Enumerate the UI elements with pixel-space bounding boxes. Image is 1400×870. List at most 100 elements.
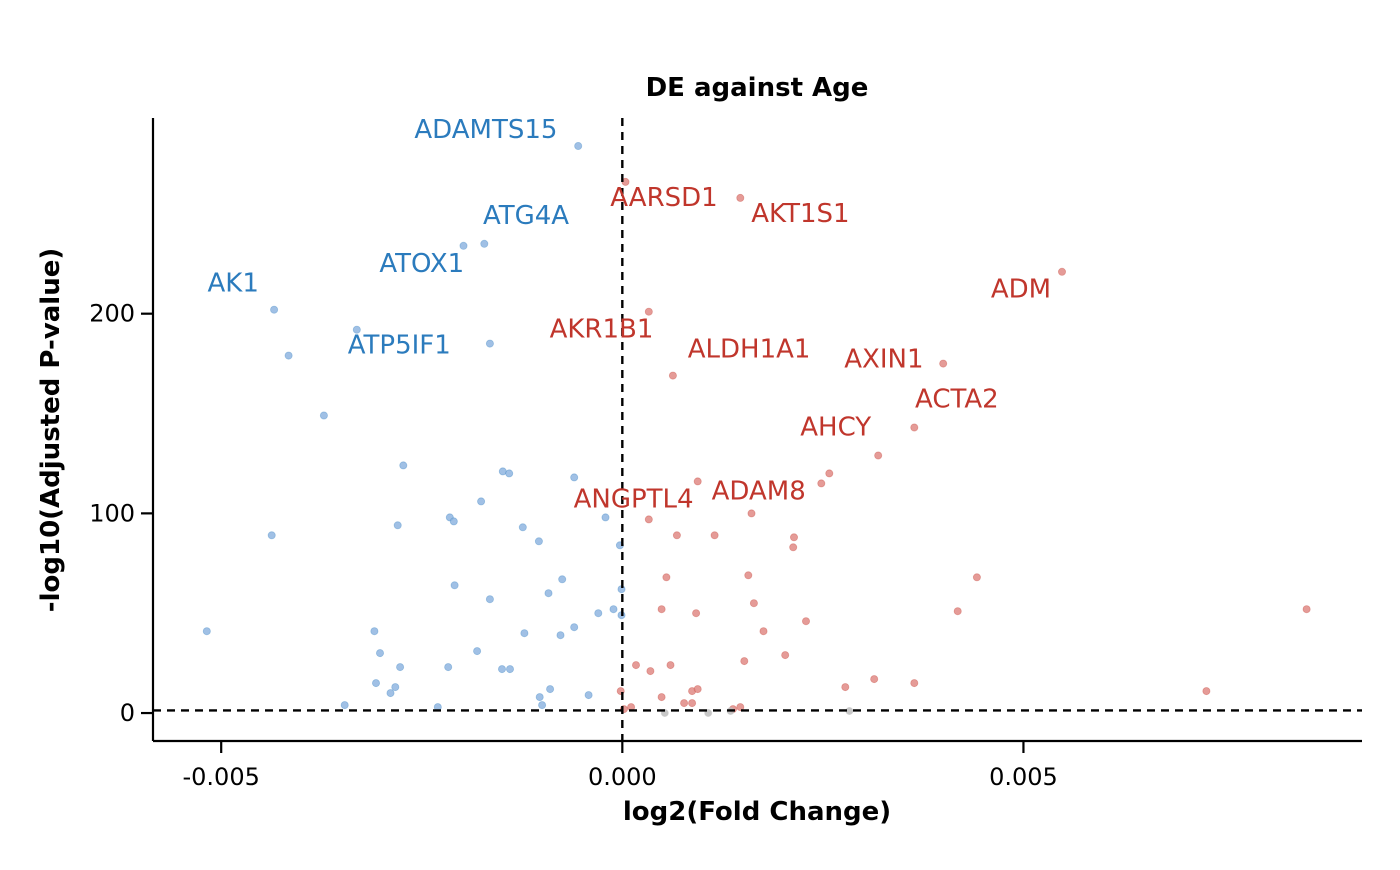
- data-point-down-16: [518, 523, 527, 532]
- y-ticks: 0 100 200: [89, 300, 153, 727]
- data-point-up-39: [680, 699, 689, 708]
- gene-label-acta2: ACTA2: [915, 385, 999, 415]
- gene-label-ahcy: AHCY: [800, 413, 871, 443]
- gene-label-atp5if1: ATP5IF1: [348, 331, 451, 361]
- data-point-up-20: [657, 605, 666, 614]
- gene-label-adamts15: ADAMTS15: [414, 115, 557, 145]
- x-axis-title: log2(Fold Change): [623, 797, 891, 827]
- gene-label-atg4a: ATG4A: [483, 201, 569, 231]
- gene-label-adam8: ADAM8: [712, 476, 806, 506]
- data-point-down-23: [544, 589, 553, 598]
- data-point-down-43: [546, 685, 555, 694]
- data-point-up-3: [644, 307, 653, 316]
- data-point-down-14: [449, 517, 458, 526]
- x-ticks: -0.005 0.000 0.005: [183, 741, 1058, 791]
- y-tick-label: 100: [89, 499, 135, 527]
- points-layer: [202, 141, 1311, 718]
- gene-labels-layer: ADAMTS15 ATG4A ATOX1 AK1 ATP5IF1 AARSD1 AKT1S1…: [208, 115, 1052, 514]
- data-point-up-32: [841, 683, 850, 692]
- y-tick-label: 200: [89, 300, 135, 328]
- data-point-down-27: [609, 605, 618, 614]
- data-point-up-23: [692, 609, 701, 618]
- data-point-up-31: [666, 661, 675, 670]
- data-point-down-33: [556, 631, 565, 640]
- data-point-down-0: [574, 141, 583, 150]
- data-point-down-2: [480, 239, 489, 248]
- data-point-up-24: [759, 627, 768, 636]
- data-point-up-27: [740, 657, 749, 666]
- gene-label-ak1: AK1: [208, 269, 259, 299]
- data-point-down-37: [505, 665, 514, 674]
- data-point-down-8: [399, 461, 408, 470]
- data-point-up-37: [693, 685, 702, 694]
- data-point-down-22: [450, 581, 459, 590]
- data-point-down-24: [485, 595, 494, 604]
- data-point-up-26: [1302, 605, 1311, 614]
- data-point-down-30: [202, 627, 211, 636]
- data-point-down-39: [444, 663, 453, 672]
- data-point-down-42: [386, 689, 395, 698]
- data-point-down-19: [601, 513, 610, 522]
- data-point-down-1: [459, 241, 468, 250]
- data-point-down-18: [267, 531, 276, 540]
- x-tick-label: 0.005: [989, 763, 1058, 791]
- data-point-up-8: [825, 469, 834, 478]
- data-point-down-10: [505, 469, 514, 478]
- data-point-down-35: [375, 649, 384, 658]
- data-point-down-17: [534, 537, 543, 546]
- data-point-down-46: [340, 701, 349, 710]
- gene-label-akr1b1: AKR1B1: [550, 315, 654, 345]
- data-point-up-34: [910, 679, 919, 688]
- data-point-up-25: [802, 617, 811, 626]
- data-point-down-29: [570, 623, 579, 632]
- data-point-up-17: [662, 573, 671, 582]
- data-point-up-16: [789, 543, 798, 552]
- data-point-down-38: [396, 663, 405, 672]
- data-point-down-31: [370, 627, 379, 636]
- data-point-up-2: [1058, 267, 1067, 276]
- chart-title: DE against Age: [646, 73, 869, 103]
- data-point-up-6: [910, 423, 919, 432]
- data-point-up-4: [939, 359, 948, 368]
- data-point-down-44: [535, 693, 544, 702]
- data-point-up-21: [749, 599, 758, 608]
- gene-label-aldh1a1: ALDH1A1: [688, 335, 811, 365]
- data-point-down-6: [485, 339, 494, 348]
- data-point-up-40: [688, 699, 697, 708]
- data-point-up-12: [644, 515, 653, 524]
- data-point-down-26: [594, 609, 603, 618]
- data-point-down-34: [473, 647, 482, 656]
- data-point-up-28: [781, 651, 790, 660]
- data-point-down-40: [371, 679, 380, 688]
- gene-label-adm: ADM: [991, 275, 1051, 305]
- data-point-down-11: [570, 473, 579, 482]
- data-point-up-5: [668, 371, 677, 380]
- data-point-up-10: [693, 477, 702, 486]
- gene-label-axin1: AXIN1: [844, 345, 923, 375]
- y-axis-title: -log10(Adjusted P-value): [36, 248, 66, 612]
- data-point-down-3: [270, 305, 279, 314]
- data-point-up-19: [972, 573, 981, 582]
- data-point-up-41: [736, 703, 745, 712]
- data-point-up-1: [736, 193, 745, 202]
- data-point-up-38: [657, 693, 666, 702]
- data-point-up-7: [874, 451, 883, 460]
- data-point-down-41: [391, 683, 400, 692]
- data-point-down-4: [352, 325, 361, 334]
- gene-label-angptl4: ANGPTL4: [574, 484, 694, 514]
- data-point-up-18: [744, 571, 753, 580]
- data-point-down-32: [520, 629, 529, 638]
- data-point-up-30: [646, 667, 655, 676]
- gene-label-aarsd1: AARSD1: [610, 183, 717, 213]
- data-point-down-12: [477, 497, 486, 506]
- data-point-up-9: [817, 479, 826, 488]
- data-point-up-35: [1202, 687, 1211, 696]
- x-tick-label: -0.005: [183, 763, 260, 791]
- x-tick-label: 0.000: [588, 763, 657, 791]
- data-point-down-15: [393, 521, 402, 530]
- data-point-up-11: [747, 509, 756, 518]
- data-point-down-36: [497, 665, 506, 674]
- data-point-down-7: [319, 411, 328, 420]
